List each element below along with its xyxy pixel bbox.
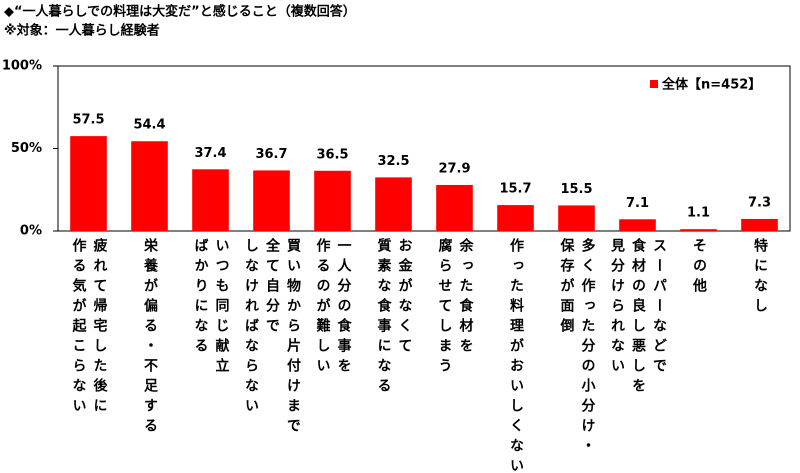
data-label: 1.1 [687, 206, 710, 221]
data-label: 36.7 [255, 147, 287, 162]
bar [436, 184, 473, 231]
chart-subtitle: ※対象：一人暮らし経験者 [4, 23, 160, 39]
bar [314, 170, 351, 231]
data-label: 32.5 [377, 154, 409, 169]
bar [680, 229, 717, 231]
x-tick-label-line: 見分けられない [609, 238, 625, 378]
data-label: 7.1 [626, 196, 649, 211]
x-tick-label: 特になし [750, 238, 769, 318]
y-tick-label: 100% [2, 59, 42, 74]
x-tick-label-line: 栄養が偏る・不足する [142, 238, 158, 438]
bar [131, 141, 168, 231]
x-tick-label-line: 作る気が起こらない [70, 238, 87, 418]
x-tick-label-line: 全て自分で [264, 238, 280, 338]
x-tick-label-line: 質素な食事になる [375, 238, 392, 398]
x-tick-label-line: ばかりになる [192, 238, 209, 358]
data-label: 37.4 [194, 146, 226, 161]
y-tick-label: 50% [11, 141, 42, 156]
x-tick-label-line: お金がなくて [396, 238, 413, 358]
bar [619, 219, 656, 231]
x-tick-label: 疲れて帰宅した後に 作る気が起こらない [69, 238, 109, 418]
x-tick-label: 多く作った分の小分け・ 保存が面倒 [557, 238, 597, 458]
bar [192, 169, 229, 231]
x-tick-label-line: 作った料理がおいしくない [508, 238, 524, 473]
data-label: 15.5 [560, 182, 592, 197]
x-tick-label-line: 食材の良し悪しを [630, 238, 646, 398]
x-tick-label-line: 腐らせてしまう [436, 238, 453, 378]
x-tick-label-line: 疲れて帰宅した後に [91, 238, 108, 418]
x-tick-label: 買い物から片付けまで 全て自分で しなければならない [241, 238, 302, 438]
x-tick-label: 余った食材を 腐らせてしまう [435, 238, 475, 378]
x-tick-label: 栄養が偏る・不足する [140, 238, 159, 438]
legend-swatch [650, 80, 658, 88]
y-tick-label: 0% [20, 224, 42, 239]
x-tick-label: スーパーなどで 食材の良し悪しを 見分けられない [607, 238, 668, 398]
data-label: 15.7 [499, 182, 531, 197]
x-tick-label-line: 買い物から片付けまで [285, 238, 301, 438]
x-tick-label-line: 特になし [752, 238, 768, 318]
x-tick-label: いつも同じ献立 ばかりになる [191, 238, 231, 378]
bar [558, 205, 595, 231]
data-label: 27.9 [438, 161, 470, 176]
x-tick-label-line: スーパーなどで [651, 238, 667, 378]
x-tick-label: その他 [689, 238, 708, 298]
x-tick-label-line: しなければならない [243, 238, 259, 418]
data-label: 7.3 [748, 195, 771, 210]
x-tick-label-line: 余った食材を [457, 238, 474, 358]
legend-label: 全体【n=452】 [661, 77, 761, 93]
x-tick-label-line: 作るのが難しい [314, 238, 331, 378]
data-label: 54.4 [133, 118, 165, 133]
bar [497, 205, 534, 231]
x-tick-label-line: 多く作った分の小分け・ [579, 238, 596, 458]
bar [375, 177, 412, 231]
x-tick-label: 一人分の食事を 作るのが難しい [313, 238, 353, 378]
bar [70, 136, 107, 231]
chart-title: ◆“一人暮らしでの料理は大変だ”と感じること（複数回答） [4, 4, 356, 20]
x-tick-label-line: 保存が面倒 [558, 238, 575, 338]
x-tick-label-line: いつも同じ献立 [213, 238, 230, 378]
data-label: 36.5 [316, 147, 348, 162]
data-label: 57.5 [72, 113, 104, 128]
bar [253, 170, 290, 231]
x-tick-label-line: その他 [691, 238, 707, 298]
x-tick-label: お金がなくて 質素な食事になる [374, 238, 414, 398]
bar [741, 218, 778, 231]
x-tick-label: 作った料理がおいしくない [506, 238, 525, 473]
x-tick-label-line: 一人分の食事を [335, 238, 352, 378]
